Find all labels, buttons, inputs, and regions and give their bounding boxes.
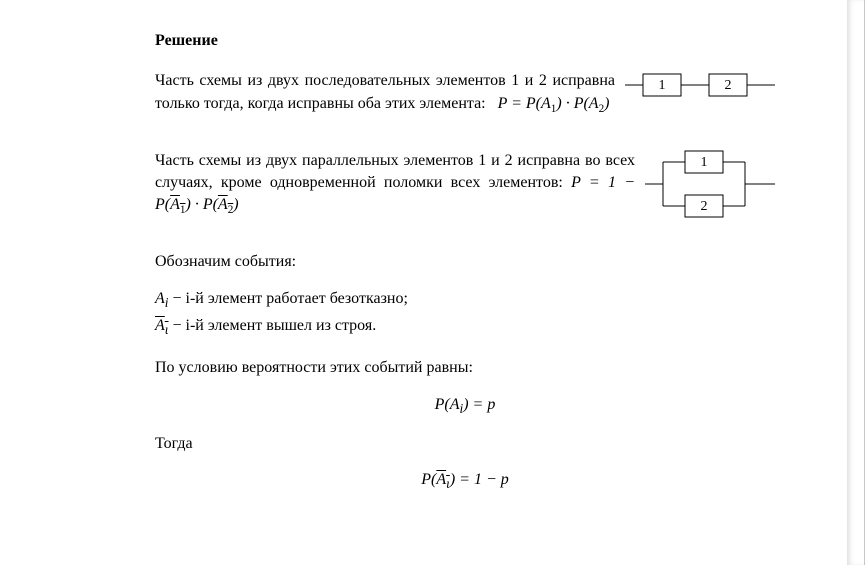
formula-p-ai: P(Ai) = p [155,394,775,419]
def-line-2: Aι − i-й элемент вышел из строя. [155,315,775,340]
def1-symbol: Ai [155,290,168,307]
page-right-shadow [847,0,865,565]
series-diagram: 1 2 [625,70,775,100]
parallel-diagram: 1 2 [645,150,775,218]
paragraph-block-series: 1 2 Часть схемы из двух последовательных… [155,70,775,131]
para1-formula: P = P(A1) · P(A2) [498,95,610,112]
section-heading: Решение [155,30,775,52]
def1-text: − i-й элемент работает безотказно; [168,290,407,307]
event-definitions: Ai − i-й элемент работает безотказно; Aι… [155,288,775,340]
def2-text: − i-й элемент вышел из строя. [168,317,376,334]
def2-symbol: Aι [155,317,168,334]
paragraph-then: Тогда [155,433,775,455]
series-box-2-label: 2 [725,78,732,93]
parallel-box-1-label: 1 [701,155,708,170]
para2-text: Часть схемы из двух параллельных элемент… [155,152,635,191]
parallel-box-2-label: 2 [701,199,708,214]
paragraph-denote: Обозначим события: [155,251,775,273]
paragraph-block-parallel: 1 2 Часть схемы из двух параллельных эле… [155,150,775,234]
def-line-1: Ai − i-й элемент работает безотказно; [155,288,775,313]
series-box-1-label: 1 [659,78,666,93]
content-area: Решение 1 2 Часть схемы из двух последов… [155,30,775,494]
document-page: Решение 1 2 Часть схемы из двух последов… [0,0,865,565]
formula-p-ai-bar: P(Aι) = 1 − p [155,469,775,494]
paragraph-cond: По условию вероятности этих событий равн… [155,357,775,379]
